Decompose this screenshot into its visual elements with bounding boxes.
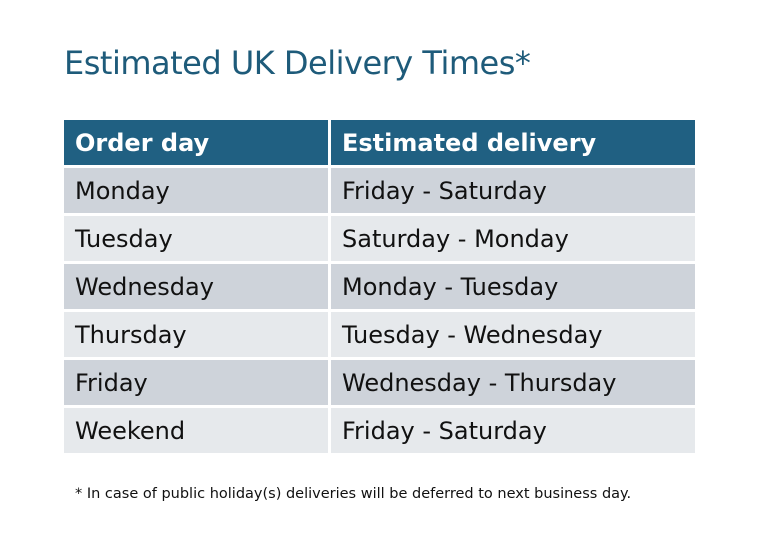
order-day-cell: Wednesday <box>64 264 328 309</box>
table-header-row: Order day Estimated delivery <box>64 120 695 165</box>
order-day-cell: Thursday <box>64 312 328 357</box>
order-day-cell: Friday <box>64 360 328 405</box>
header-estimated-delivery: Estimated delivery <box>331 120 695 165</box>
table-row: Monday Friday - Saturday <box>64 168 695 213</box>
delivery-cell: Saturday - Monday <box>331 216 695 261</box>
footnote: * In case of public holiday(s) deliverie… <box>75 486 632 502</box>
delivery-cell: Wednesday - Thursday <box>331 360 695 405</box>
order-day-cell: Monday <box>64 168 328 213</box>
table-row: Tuesday Saturday - Monday <box>64 216 695 261</box>
table-row: Thursday Tuesday - Wednesday <box>64 312 695 357</box>
header-order-day: Order day <box>64 120 328 165</box>
delivery-cell: Monday - Tuesday <box>331 264 695 309</box>
table-row: Friday Wednesday - Thursday <box>64 360 695 405</box>
delivery-cell: Tuesday - Wednesday <box>331 312 695 357</box>
order-day-cell: Weekend <box>64 408 328 453</box>
delivery-cell: Friday - Saturday <box>331 408 695 453</box>
page-title: Estimated UK Delivery Times* <box>64 44 531 82</box>
order-day-cell: Tuesday <box>64 216 328 261</box>
delivery-cell: Friday - Saturday <box>331 168 695 213</box>
delivery-table: Order day Estimated delivery Monday Frid… <box>61 117 698 456</box>
table-row: Weekend Friday - Saturday <box>64 408 695 453</box>
table-row: Wednesday Monday - Tuesday <box>64 264 695 309</box>
